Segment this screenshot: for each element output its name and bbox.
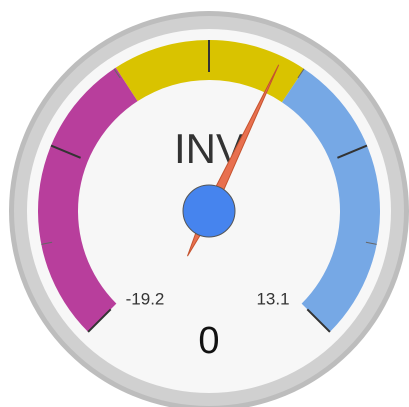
needle-hub [182,184,236,238]
bands [37,40,380,332]
needle-group [182,64,280,257]
max-label: 13.1 [256,289,289,308]
color-band [37,67,138,332]
major-tick [337,144,368,159]
major-tick [306,308,331,333]
minor-tick [113,68,121,79]
minor-tick [365,241,377,245]
min-label: -19.2 [126,289,165,308]
major-tick [87,308,112,333]
major-tick [50,144,81,159]
color-band [281,68,380,332]
color-band [115,40,305,103]
minor-tick [297,68,305,79]
value-label: 0 [198,320,219,362]
ticks [41,40,377,333]
minor-tick [41,241,53,245]
